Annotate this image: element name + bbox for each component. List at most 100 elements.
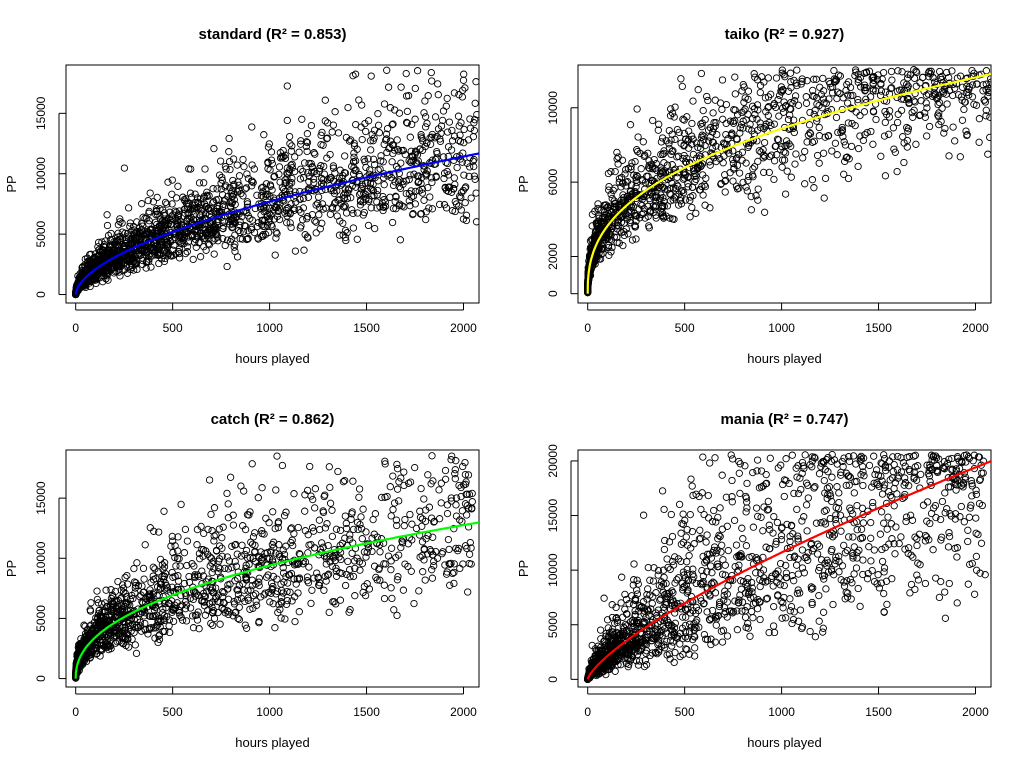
data-point	[264, 165, 272, 173]
data-point	[840, 170, 848, 178]
data-point	[417, 179, 425, 188]
data-point	[421, 123, 430, 131]
data-point	[303, 577, 311, 585]
data-point	[937, 75, 945, 84]
data-point	[790, 76, 798, 85]
data-point	[872, 115, 880, 124]
data-point	[863, 128, 871, 137]
data-point	[153, 193, 161, 202]
data-point	[805, 121, 814, 129]
data-point	[138, 200, 146, 208]
data-point	[798, 75, 806, 83]
data-point	[370, 160, 379, 169]
data-point	[733, 135, 741, 144]
data-point	[189, 255, 197, 264]
data-point	[380, 196, 388, 204]
data-point	[160, 563, 169, 571]
data-point	[381, 457, 389, 465]
data-point	[255, 581, 263, 590]
data-point	[134, 250, 142, 259]
panel-catch: catch (R² = 0.862) hours played PP 0 500 1…	[4, 411, 480, 750]
data-point	[300, 246, 308, 254]
data-point	[454, 547, 462, 555]
data-point	[380, 100, 389, 108]
data-point	[362, 127, 370, 136]
data-point	[719, 115, 727, 123]
data-point	[297, 165, 305, 173]
data-point	[395, 478, 403, 486]
data-point	[188, 560, 196, 568]
data-point	[604, 213, 613, 221]
data-point	[243, 170, 251, 178]
data-point	[295, 549, 303, 558]
data-point	[418, 538, 427, 546]
data-point	[181, 249, 190, 258]
data-point	[854, 78, 862, 86]
data-point	[387, 566, 395, 574]
data-point	[162, 604, 170, 612]
data-point	[240, 163, 248, 171]
data-point	[820, 194, 828, 202]
data-point	[423, 119, 431, 128]
data-point	[870, 76, 878, 84]
data-point	[918, 73, 927, 82]
data-point	[218, 534, 226, 542]
data-point	[171, 207, 179, 215]
data-point	[152, 225, 160, 233]
data-point	[889, 124, 898, 132]
data-point	[697, 144, 705, 152]
data-point	[790, 116, 798, 124]
data-point	[260, 131, 268, 139]
data-point	[268, 159, 276, 168]
data-point	[602, 232, 610, 240]
data-point	[751, 73, 759, 81]
x-tick-label: 1500	[353, 321, 380, 335]
data-point	[396, 184, 405, 193]
data-point	[665, 126, 673, 135]
data-point	[367, 146, 375, 154]
data-point	[160, 507, 168, 515]
data-point	[126, 246, 134, 254]
data-point	[281, 615, 289, 623]
data-point	[90, 272, 98, 280]
data-point	[204, 228, 212, 236]
data-point	[126, 250, 134, 258]
data-point	[166, 208, 174, 216]
data-point	[366, 137, 375, 145]
data-point	[728, 129, 736, 137]
data-point	[897, 106, 906, 115]
data-point	[169, 548, 177, 557]
data-point	[595, 234, 603, 243]
data-point	[130, 615, 138, 624]
data-point	[139, 222, 147, 230]
data-point	[217, 179, 225, 187]
data-point	[315, 516, 324, 524]
y-tick-label: 0	[546, 290, 560, 297]
data-point	[219, 222, 227, 230]
data-point	[767, 121, 775, 129]
data-point	[362, 163, 370, 172]
data-point	[961, 98, 969, 106]
data-point	[380, 594, 389, 603]
data-point	[238, 541, 246, 549]
data-point	[351, 70, 360, 78]
data-point	[704, 96, 712, 105]
data-point	[943, 100, 951, 108]
data-point	[667, 136, 675, 144]
data-point	[840, 138, 848, 146]
data-point	[450, 89, 459, 97]
data-point	[237, 482, 245, 490]
data-point	[767, 90, 775, 98]
data-point	[458, 93, 467, 101]
data-point	[264, 228, 273, 237]
data-point	[314, 193, 323, 201]
data-point	[341, 512, 349, 520]
data-point	[280, 512, 289, 520]
data-point	[697, 69, 706, 78]
data-point	[330, 598, 338, 606]
data-point	[160, 559, 169, 567]
data-point	[670, 113, 678, 121]
data-point	[102, 586, 110, 594]
data-point	[631, 211, 639, 220]
data-point	[383, 148, 391, 157]
